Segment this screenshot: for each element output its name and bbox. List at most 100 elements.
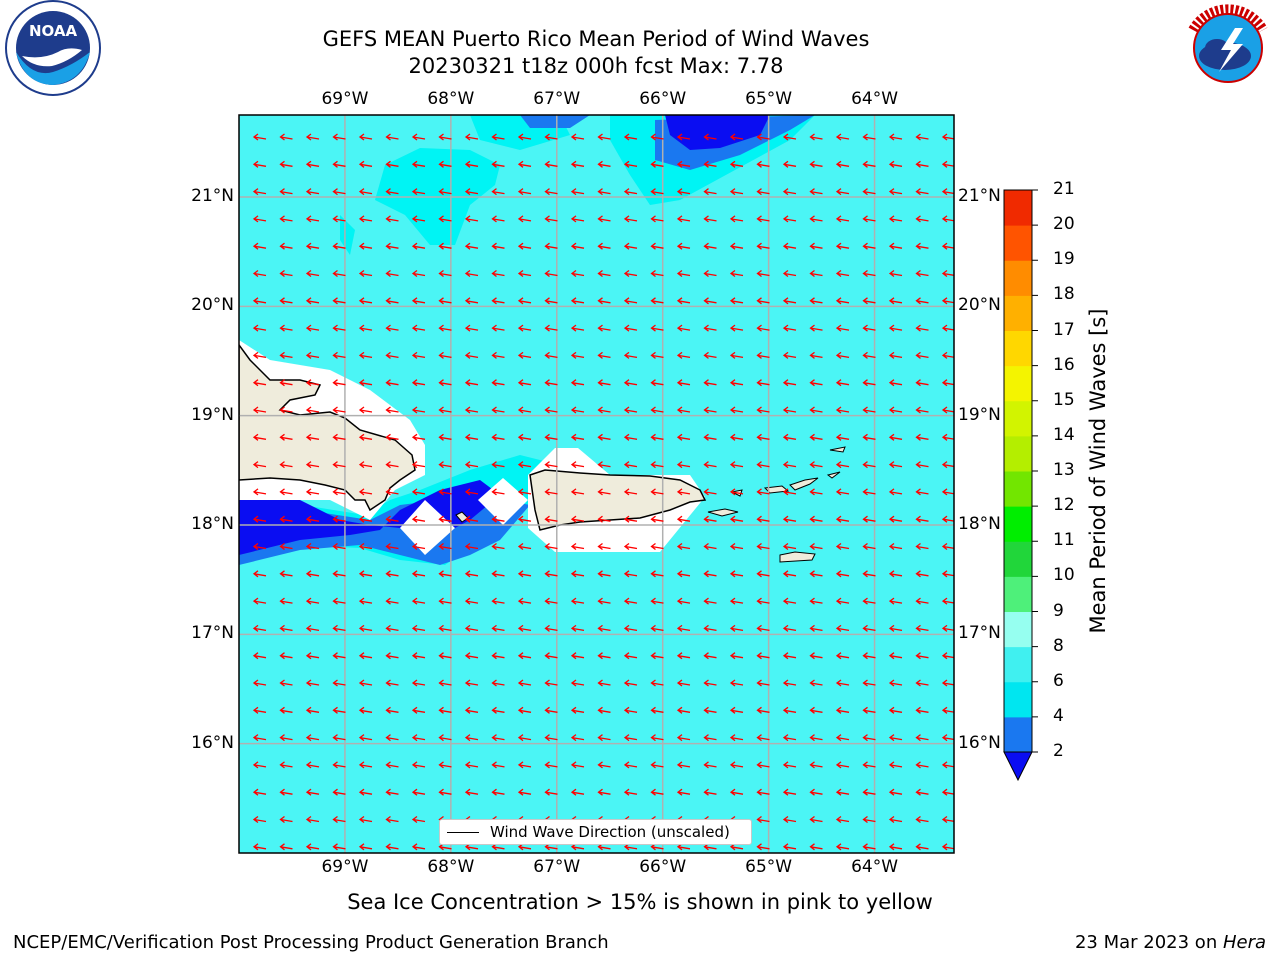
wave-direction-arrow (756, 297, 770, 305)
wave-direction-arrow (941, 379, 954, 387)
colorbar-tick-label: 14 (1053, 424, 1075, 445)
wave-direction-arrow (411, 242, 426, 250)
wave-direction-arrow (358, 351, 373, 359)
wave-direction-arrow (544, 379, 558, 387)
lat-tick-label: 19°N (191, 404, 234, 425)
wave-direction-arrow (517, 761, 532, 769)
wave-direction-arrow (809, 133, 823, 141)
wave-direction-arrow (729, 761, 744, 769)
wave-direction-arrow (570, 788, 585, 796)
wave-direction-arrow (597, 488, 611, 496)
wave-direction-arrow (305, 597, 320, 605)
wave-direction-arrow (703, 242, 717, 250)
wave-direction-arrow (332, 379, 346, 387)
wave-direction-arrow (252, 706, 267, 714)
wave-direction-arrow (438, 679, 452, 687)
wave-direction-arrow (332, 215, 346, 223)
wave-direction-arrow (888, 406, 903, 414)
wave-direction-arrow (385, 652, 399, 660)
wave-direction-arrow (729, 515, 744, 523)
wave-direction-arrow (491, 160, 505, 168)
lat-tick-label: 16°N (958, 732, 1001, 753)
wave-direction-arrow (279, 433, 293, 441)
lat-tick-label: 17°N (958, 623, 1001, 644)
wave-direction-arrow (517, 488, 532, 496)
land-anegada (829, 446, 846, 453)
wave-direction-arrow (915, 433, 929, 441)
wave-direction-arrow (729, 297, 744, 305)
wave-direction-arrow (623, 624, 638, 632)
wave-direction-arrow (332, 133, 346, 141)
colorbar-segment (1004, 681, 1032, 718)
wave-direction-arrow (544, 734, 558, 742)
wave-direction-arrow (385, 734, 399, 742)
colorbar-segment (1004, 611, 1032, 648)
wave-direction-arrow (279, 761, 293, 769)
wave-direction-arrow (358, 242, 373, 250)
wave-direction-arrow (809, 269, 823, 278)
wave-direction-arrow (862, 597, 876, 605)
wave-direction-arrow (676, 433, 691, 441)
wave-direction-arrow (358, 624, 373, 632)
wave-direction-arrow (464, 570, 479, 578)
wave-direction-arrow (332, 406, 346, 414)
wave-direction-arrow (597, 160, 611, 168)
wave-direction-arrow (729, 188, 744, 196)
wave-direction-arrow (491, 679, 505, 687)
wave-direction-arrow (411, 597, 426, 605)
wave-direction-arrow (464, 515, 479, 523)
lon-tick-label: 66°W (639, 89, 687, 109)
wave-direction-arrow (650, 597, 664, 605)
wave-direction-arrow (491, 597, 505, 605)
wave-direction-arrow (888, 734, 903, 742)
wave-direction-arrow (862, 406, 876, 414)
wave-direction-arrow (782, 542, 797, 551)
wave-direction-arrow (517, 461, 532, 469)
wave-direction-arrow (809, 297, 823, 305)
colorbar (1003, 189, 1038, 782)
wave-direction-arrow (915, 133, 929, 141)
colorbar-tick-label: 15 (1053, 389, 1075, 410)
wave-direction-arrow (438, 761, 452, 769)
wave-direction-arrow (756, 160, 770, 168)
wave-direction-arrow (835, 379, 850, 387)
wave-direction-arrow (358, 160, 373, 168)
wave-direction-arrow (809, 242, 823, 250)
wave-direction-arrow (491, 324, 505, 332)
wave-direction-arrow (279, 515, 293, 523)
wave-direction-arrow (517, 597, 532, 605)
wave-direction-arrow (915, 324, 929, 332)
wave-direction-arrow (491, 734, 505, 742)
wave-direction-arrow (809, 215, 823, 223)
wave-direction-arrow (650, 734, 664, 742)
wave-direction-arrow (252, 297, 267, 305)
map-frame (238, 114, 955, 854)
wave-direction-arrow (438, 788, 452, 796)
wave-direction-arrow (650, 624, 664, 632)
wave-direction-arrow (835, 597, 850, 605)
wave-direction-arrow (305, 542, 320, 551)
wave-direction-arrow (782, 652, 797, 660)
wave-direction-arrow (305, 515, 320, 523)
nodata-desecheo (478, 478, 528, 525)
wave-direction-arrow (570, 406, 585, 414)
wave-direction-arrow (279, 215, 293, 223)
wave-direction-arrow (888, 488, 903, 496)
wave-direction-arrow (332, 679, 346, 687)
wave-direction-arrow (438, 133, 452, 141)
wave-direction-arrow (915, 269, 929, 278)
wave-direction-arrow (835, 624, 850, 632)
wave-direction-arrow (358, 652, 373, 660)
wave-direction-arrow (862, 761, 876, 769)
wave-direction-arrow (676, 215, 691, 223)
wave-direction-arrow (570, 706, 585, 714)
wave-direction-arrow (782, 706, 797, 714)
wave-direction-arrow (782, 188, 797, 196)
wave-direction-arrow (597, 788, 611, 796)
wave-direction-arrow (888, 542, 903, 551)
wave-direction-arrow (862, 788, 876, 796)
wave-direction-arrow (358, 297, 373, 305)
wave-direction-arrow (438, 188, 452, 196)
wave-direction-arrow (358, 433, 373, 441)
lon-tick-label: 64°W (851, 89, 899, 109)
